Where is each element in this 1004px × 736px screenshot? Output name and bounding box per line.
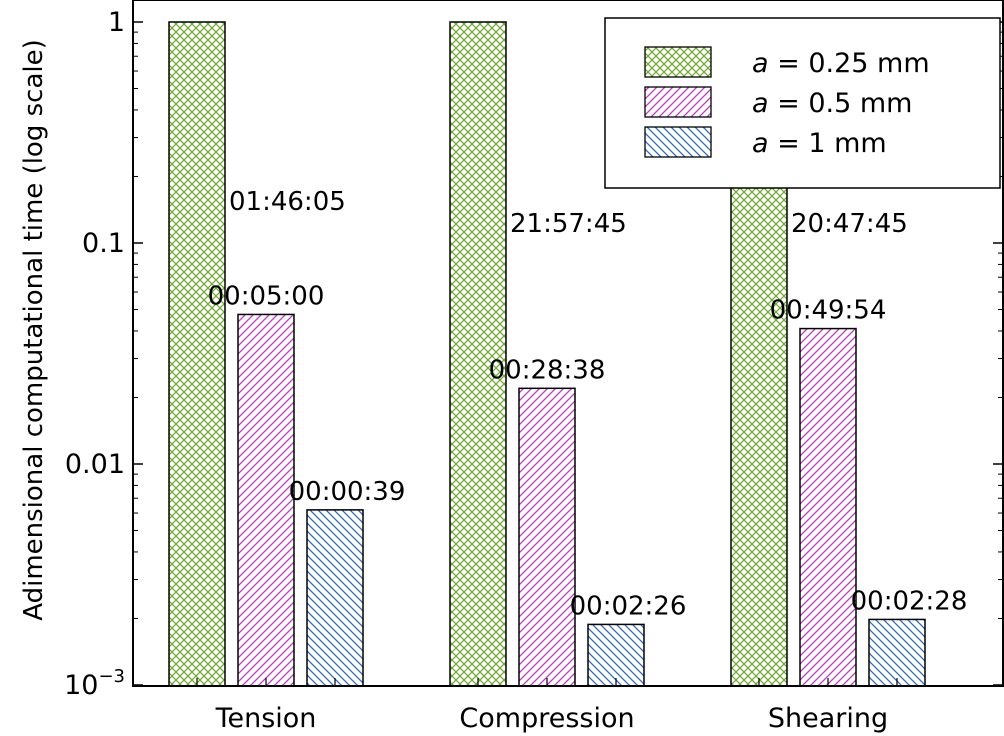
plot-frame	[132, 0, 1004, 687]
category-label: Tension	[215, 703, 317, 734]
category-label: Shearing	[768, 703, 888, 734]
data-label: 00:00:39	[289, 477, 406, 507]
bar-shearing-series-3	[868, 618, 926, 687]
y-axis-title: Adimensional computational time (log sca…	[19, 39, 49, 620]
legend: a = 0.25 mm a = 0.5 mm a = 1 mm	[604, 17, 1001, 189]
y-tick-label: 1	[108, 7, 125, 38]
data-label: 20:47:45	[791, 209, 908, 239]
legend-label: a = 0.25 mm	[752, 48, 930, 79]
data-labels: 01:46:05 00:05:00 00:00:39 21:57:45 00:28:38…	[208, 187, 968, 621]
category-label: Compression	[459, 703, 634, 734]
data-label: 21:57:45	[510, 209, 627, 239]
y-tick-label: 10−3	[64, 666, 125, 701]
bar-compression-series-2	[518, 387, 576, 687]
data-label: 00:49:54	[770, 296, 887, 326]
bar-tension-series-2	[237, 313, 295, 687]
bar-shearing-series-2	[799, 327, 857, 687]
bar-compression-series-1	[449, 21, 507, 687]
data-label: 00:05:00	[208, 281, 325, 311]
data-label: 01:46:05	[229, 187, 346, 217]
legend-swatch	[644, 86, 712, 118]
data-label: 00:02:28	[851, 586, 968, 616]
bar-compression-series-3	[587, 623, 645, 687]
legend-label: a = 0.5 mm	[752, 88, 912, 119]
y-tick-label: 0.01	[65, 449, 125, 480]
y-tick-label: 0.1	[82, 228, 125, 259]
bar-tension-series-3	[306, 509, 364, 687]
legend-swatch	[644, 46, 712, 78]
x-axis-labels: Tension Compression Shearing	[196, 678, 898, 734]
data-label: 00:28:38	[489, 355, 606, 385]
y-axis-ticks: 1 0.1 0.01 10−3	[64, 7, 1003, 701]
bar-tension-series-1	[168, 21, 226, 687]
legend-label: a = 1 mm	[752, 128, 887, 159]
legend-swatch	[644, 126, 712, 158]
data-label: 00:02:26	[570, 591, 687, 621]
